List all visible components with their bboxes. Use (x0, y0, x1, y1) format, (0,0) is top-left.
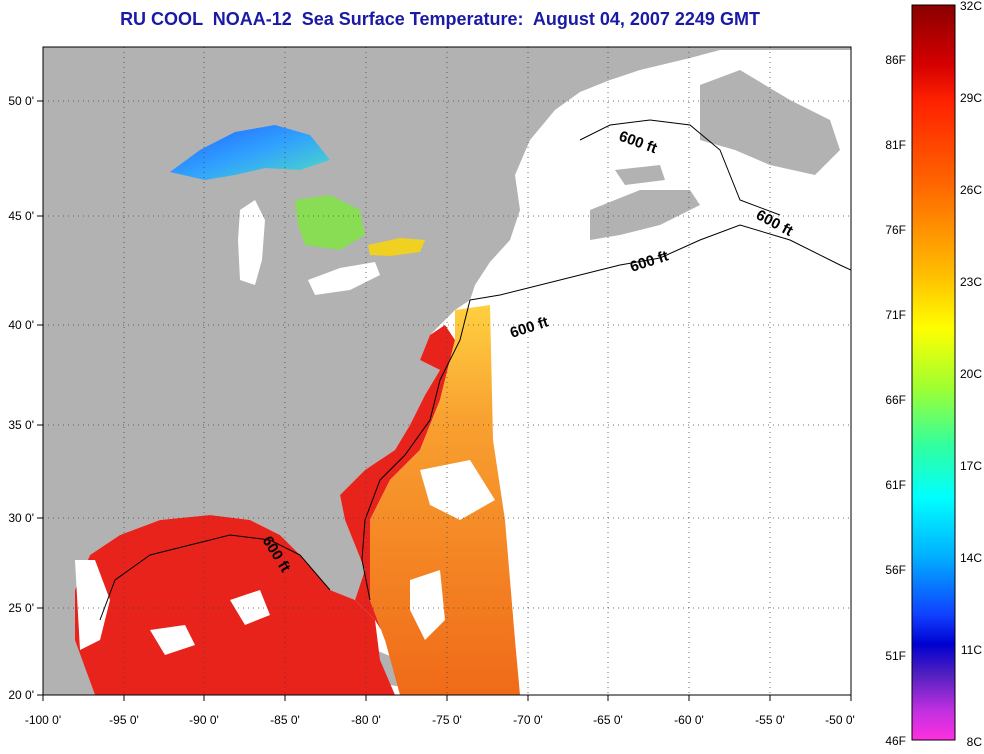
colorbar-c-label: 26C (960, 183, 982, 197)
graticule (43, 47, 851, 695)
lat-tick-label: 40 0' (8, 318, 34, 332)
cloud-patch (230, 590, 270, 625)
colorbar-c-label: 8C (967, 735, 983, 749)
lake-superior (170, 125, 330, 180)
isobath-600ft-north (579, 119, 781, 216)
lon-tick-label: -50 0' (825, 713, 855, 727)
lat-tick-labels: 50 0' 45 0' 40 0' 35 0' 30 0' 25 0' 20 0… (8, 94, 34, 702)
lake-ontario (368, 238, 425, 256)
cloud-patch (410, 570, 445, 640)
colorbar-f-label: 66F (885, 393, 906, 407)
colorbar-c-label: 14C (960, 551, 982, 565)
cloud-patch (150, 625, 195, 655)
pei-land (615, 165, 665, 185)
lat-tick-label: 45 0' (8, 209, 34, 223)
colorbar-gradient (911, 4, 956, 741)
isobath-600ft-gulf (99, 534, 331, 621)
lon-tick-label: -85 0' (270, 713, 300, 727)
colorbar-c-label: 11C (961, 643, 982, 657)
isobath-600ft-south (361, 299, 471, 601)
lon-tick-label: -75 0' (432, 713, 462, 727)
cloud-patch (420, 460, 495, 520)
colorbar-f-label: 86F (885, 53, 906, 67)
colorbar-c-label: 17C (960, 459, 982, 473)
lake-michigan (238, 200, 265, 285)
lat-tick-label: 20 0' (8, 688, 34, 702)
lat-tick-label: 35 0' (8, 418, 34, 432)
colorbar-f-label: 76F (885, 223, 906, 237)
lon-tick-label: -65 0' (593, 713, 623, 727)
tick-marks (37, 100, 852, 701)
colorbar-f-label: 71F (885, 308, 906, 322)
lat-tick-label: 25 0' (8, 601, 34, 615)
colorbar-c-labels: 32C 29C 26C 23C 20C 17C 14C 11C 8C (960, 0, 982, 749)
lon-tick-label: -70 0' (513, 713, 543, 727)
cloud-patch (75, 560, 110, 650)
lat-tick-label: 30 0' (8, 511, 34, 525)
colorbar-c-label: 20C (960, 367, 982, 381)
lon-tick-label: -90 0' (189, 713, 219, 727)
lat-tick-label: 50 0' (8, 94, 34, 108)
colorbar-f-labels: 86F 81F 76F 71F 66F 61F 56F 51F 46F (885, 53, 906, 748)
colorbar-f-label: 61F (885, 478, 906, 492)
lon-tick-label: -95 0' (109, 713, 139, 727)
lon-tick-label: -100 0' (25, 713, 61, 727)
lake-erie (308, 262, 380, 295)
lon-tick-labels: -100 0' -95 0' -90 0' -85 0' -80 0' -75 … (25, 713, 855, 727)
map-title: RU COOL NOAA-12 Sea Surface Temperature:… (120, 9, 760, 29)
lon-tick-label: -80 0' (351, 713, 381, 727)
coastal-sst (340, 325, 455, 660)
colorbar-f-label: 81F (885, 138, 906, 152)
lake-huron (295, 195, 365, 250)
lon-tick-label: -55 0' (755, 713, 785, 727)
colorbar-f-label: 56F (885, 563, 906, 577)
nova-scotia-land (590, 190, 700, 240)
colorbar-c-label: 29C (960, 91, 982, 105)
colorbar-c-label: 32C (960, 0, 982, 13)
lon-tick-label: -60 0' (674, 713, 704, 727)
colorbar-f-label: 46F (885, 734, 906, 748)
colorbar-f-label: 51F (885, 649, 906, 663)
isobath-600ft (469, 224, 851, 301)
colorbar-c-label: 23C (960, 275, 982, 289)
